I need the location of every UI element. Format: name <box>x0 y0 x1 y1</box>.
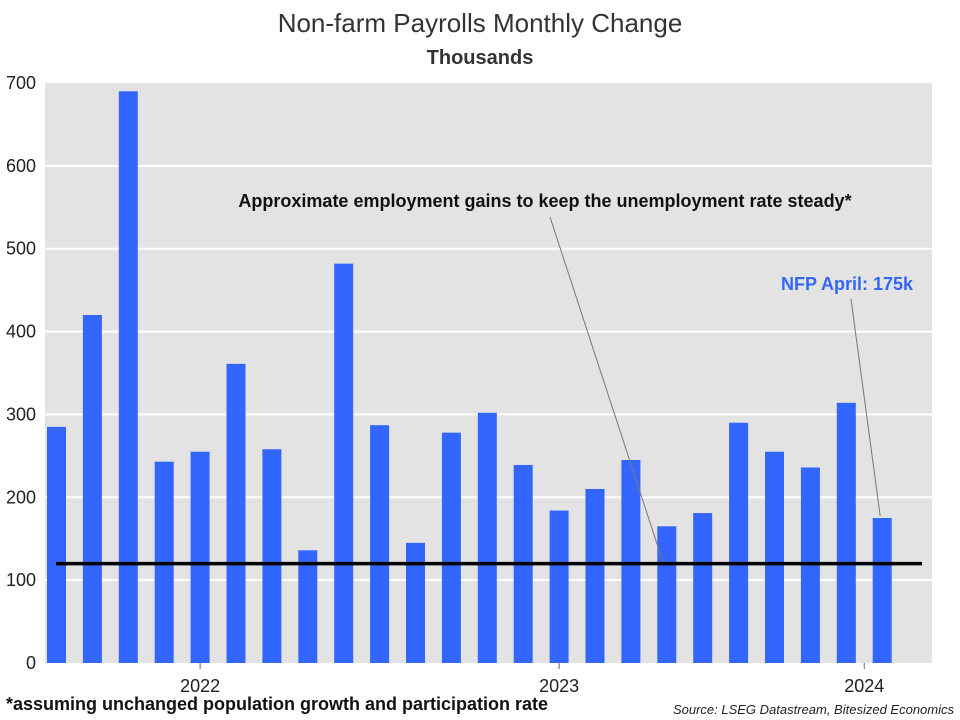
steady-rate-annotation: Approximate employment gains to keep the… <box>238 191 851 211</box>
nfp-leader-line <box>850 298 881 517</box>
y-tick-label: 300 <box>6 404 36 424</box>
bar <box>657 526 677 663</box>
source-note: Source: LSEG Datastream, Bitesized Econo… <box>673 702 955 717</box>
bar <box>693 513 713 663</box>
bar <box>549 510 569 663</box>
bar <box>585 489 605 663</box>
y-axis: 0 100 200 300 400 500 600 700 <box>6 73 36 673</box>
bar <box>406 542 425 663</box>
bar <box>765 451 784 663</box>
y-tick-label: 200 <box>6 487 36 507</box>
bar <box>334 263 354 663</box>
y-tick-label: 500 <box>6 239 36 259</box>
annotation-leader-line <box>549 216 664 562</box>
y-tick-label: 100 <box>6 570 36 590</box>
bar <box>441 432 461 663</box>
bar <box>226 363 246 663</box>
bar <box>477 412 497 663</box>
bar <box>621 460 641 663</box>
x-tick-label: 2022 <box>180 676 220 696</box>
y-tick-label: 600 <box>6 156 36 176</box>
bar <box>118 91 138 664</box>
reference-layer <box>56 216 922 566</box>
bar <box>298 550 318 663</box>
x-tick-label: 2024 <box>844 676 884 696</box>
y-tick-label: 0 <box>26 653 36 673</box>
bar <box>370 425 390 663</box>
x-axis: 2022 2023 2024 <box>180 663 884 696</box>
bar <box>47 426 66 663</box>
nfp-april-label: NFP April: 175k <box>781 274 914 294</box>
bar <box>836 402 856 663</box>
y-tick-label: 400 <box>6 322 36 342</box>
chart-subtitle: Thousands <box>427 47 534 69</box>
bar <box>82 315 102 663</box>
y-tick-label: 700 <box>6 73 36 93</box>
x-tick-label: 2023 <box>539 676 579 696</box>
bar <box>729 422 749 663</box>
bar <box>262 449 282 663</box>
bar <box>190 451 210 663</box>
bar <box>872 518 892 663</box>
chart-title: Non-farm Payrolls Monthly Change <box>278 8 683 38</box>
footnote: *assuming unchanged population growth an… <box>6 694 548 714</box>
